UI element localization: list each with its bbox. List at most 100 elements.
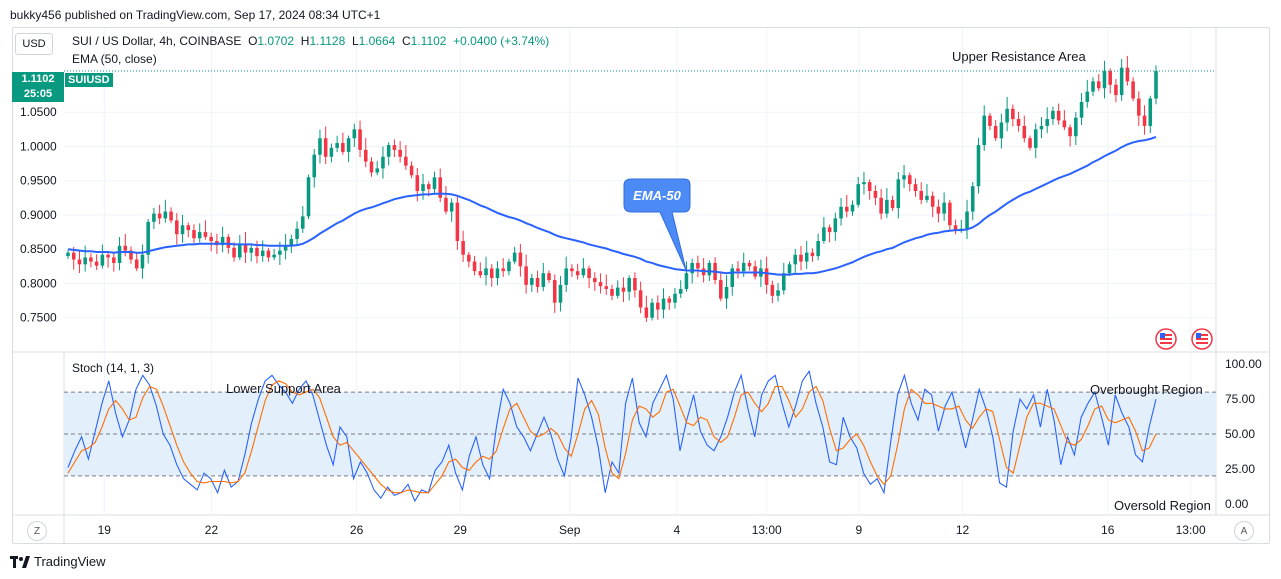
- candle: [117, 245, 122, 263]
- candle: [197, 232, 202, 239]
- time-tick-label: Sep: [559, 523, 581, 537]
- us-flag-icon: [1160, 338, 1172, 340]
- candle: [1011, 108, 1015, 120]
- candle: [610, 288, 614, 296]
- candle: [650, 302, 654, 318]
- annotation-oversold: Oversold Region: [1114, 498, 1211, 513]
- candle: [209, 236, 213, 242]
- candle: [764, 268, 769, 285]
- price-tick-label: 0.9000: [20, 208, 57, 222]
- candle: [644, 307, 649, 318]
- candle: [89, 257, 93, 262]
- candle: [140, 254, 145, 269]
- time-tick-label: 22: [205, 523, 219, 537]
- time-tick-label: 29: [454, 523, 468, 537]
- candle: [1051, 110, 1055, 120]
- candle: [421, 184, 425, 191]
- candle: [770, 284, 775, 296]
- candle: [312, 154, 317, 178]
- candle: [335, 143, 339, 148]
- candle: [656, 302, 660, 310]
- ema-legend[interactable]: EMA (50, close): [72, 52, 157, 66]
- candle: [409, 165, 414, 176]
- candle: [426, 184, 431, 189]
- candle: [94, 261, 99, 266]
- candle: [999, 122, 1004, 139]
- candle: [1039, 125, 1044, 130]
- candle: [386, 145, 391, 157]
- candle: [238, 243, 242, 258]
- candle: [1085, 91, 1090, 102]
- candle: [278, 250, 282, 255]
- candle: [741, 262, 746, 272]
- candle: [736, 268, 740, 272]
- last-price: 1.1102: [21, 73, 55, 85]
- change-value: +0.0400 (+3.74%): [453, 34, 550, 48]
- symbol-legend: SUI / US Dollar, 4h, COINBASE O1.0702 H1…: [72, 34, 550, 48]
- candle: [352, 129, 357, 139]
- us-flag-icon: [1196, 333, 1201, 338]
- candle: [283, 245, 288, 251]
- candle: [203, 232, 208, 237]
- candle: [232, 247, 236, 258]
- stoch-tick-label: 25.00: [1225, 462, 1255, 476]
- candle: [381, 156, 385, 169]
- price-tick-label: 1.0000: [20, 139, 57, 153]
- bar-countdown: 25:05: [23, 88, 53, 100]
- candle: [501, 268, 505, 272]
- candle: [438, 177, 442, 198]
- zoom-button[interactable]: Z: [27, 521, 47, 541]
- candle: [192, 230, 196, 239]
- candle: [455, 202, 460, 242]
- candle: [123, 245, 128, 251]
- us-flag-icon: [1196, 338, 1208, 340]
- tradingview-brand: TradingView: [34, 554, 106, 569]
- candle: [512, 252, 517, 262]
- candle: [581, 268, 586, 276]
- candle: [175, 220, 179, 235]
- candle: [776, 290, 780, 296]
- candle: [157, 213, 162, 219]
- candle: [467, 254, 471, 262]
- candle: [472, 261, 477, 272]
- candle: [816, 241, 820, 257]
- annotation-overbought: Overbought Region: [1090, 382, 1203, 397]
- candle: [845, 206, 849, 212]
- candle: [587, 268, 591, 279]
- annotation-lower-support: Lower Support Area: [226, 381, 342, 396]
- candle: [953, 225, 958, 231]
- candle: [306, 177, 311, 217]
- candle: [907, 175, 912, 185]
- candle: [1074, 117, 1078, 137]
- candle: [690, 262, 694, 274]
- candle: [925, 195, 929, 200]
- candle: [598, 282, 603, 287]
- candle: [329, 147, 334, 157]
- candle: [134, 259, 139, 269]
- candle: [289, 238, 294, 246]
- candle: [524, 266, 528, 285]
- candle: [220, 236, 225, 246]
- candle: [942, 202, 946, 214]
- candle: [415, 175, 420, 191]
- candle: [404, 156, 408, 166]
- candle: [363, 149, 368, 162]
- candle: [1142, 115, 1147, 126]
- currency-selector[interactable]: USD: [15, 33, 53, 55]
- time-tick-label: 12: [956, 523, 970, 537]
- time-tick-label: 9: [856, 523, 863, 537]
- candle: [810, 252, 815, 257]
- candle: [1045, 119, 1049, 126]
- stoch-d-line: [67, 380, 1157, 494]
- candle: [461, 241, 465, 255]
- candle: [885, 199, 889, 214]
- candle: [919, 191, 923, 200]
- candle: [879, 197, 883, 214]
- time-tick-label: 13:00: [1176, 523, 1206, 537]
- candle: [495, 268, 500, 279]
- candle: [255, 247, 259, 257]
- auto-scale-button[interactable]: A: [1234, 521, 1254, 541]
- symbol-title[interactable]: SUI / US Dollar, 4h, COINBASE: [72, 34, 242, 48]
- price-tick-label: 0.7500: [20, 311, 57, 325]
